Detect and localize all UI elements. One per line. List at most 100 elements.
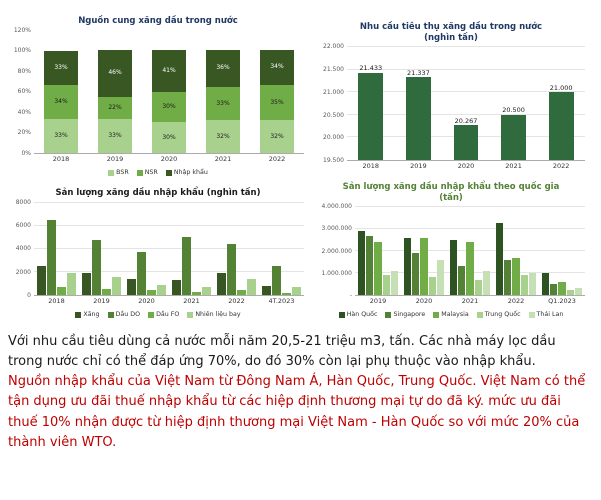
bar: [436, 259, 445, 295]
bar-group: 30% 30% 41%: [142, 31, 196, 153]
y-tick-label: 20%: [17, 129, 31, 137]
bar-segment: 41%: [152, 50, 186, 92]
gridline: [347, 46, 585, 48]
bar: [227, 244, 236, 295]
bar: [558, 281, 566, 295]
bar-wrap: 21.000: [537, 47, 585, 160]
x-axis: 2018 2019 2020 2021 2022: [34, 155, 304, 166]
bar-group: [169, 203, 214, 295]
bar-wrap: 21.433: [347, 47, 395, 160]
x-axis-label: 2022: [268, 155, 286, 163]
bar: [237, 290, 246, 295]
legend-item: Dầu DO: [107, 311, 140, 318]
bars: [355, 207, 585, 295]
bar-value-label: 21.433: [359, 64, 383, 73]
bar-wrap: 21.337: [395, 47, 443, 160]
bar-group: 32% 33% 36%: [196, 31, 250, 153]
bar: [172, 280, 181, 295]
bar: [412, 253, 420, 295]
gridline: [34, 270, 304, 272]
bar: [272, 266, 281, 295]
bar-group: [124, 203, 169, 295]
bar: [520, 275, 528, 295]
y-tick-label: 21.000: [323, 88, 344, 96]
gridline: [34, 201, 304, 203]
bar: [217, 273, 226, 295]
bar-wrap: 20.267: [442, 47, 490, 160]
bar-segment-label: 30%: [162, 103, 176, 111]
x-axis-label: 2020: [415, 297, 433, 305]
bar-group: [259, 203, 304, 295]
bar: [292, 286, 301, 295]
bar: [450, 240, 458, 295]
bar-segment-label: 34%: [270, 63, 284, 71]
chart-title-text: Sản lượng xăng dầu nhập khẩu theo quốc g…: [342, 182, 560, 192]
bar-segment: 46%: [98, 50, 132, 97]
bar: [127, 278, 136, 295]
plot-area: 21.433 21.337 20.267 20.500 21.000: [347, 46, 585, 161]
bar: [420, 237, 428, 295]
legend-swatch: [187, 311, 194, 318]
chart-body: 0 2000 4000 6000 8000: [12, 199, 304, 299]
bar-segment-label: 33%: [54, 63, 68, 71]
chart-title-text: Sản lượng xăng dầu nhập khẩu (nghìn tấn): [55, 188, 261, 198]
bar: [247, 278, 256, 295]
bars: 21.433 21.337 20.267 20.500 21.000: [347, 47, 585, 160]
bar: [474, 279, 482, 295]
bar: [466, 242, 474, 295]
bar-segment-label: 22%: [108, 104, 122, 112]
bar: [496, 222, 504, 295]
bar-segment-label: 41%: [162, 66, 176, 74]
stacked-bar: 33% 34% 33%: [44, 31, 78, 153]
bar-value-label: 21.337: [407, 68, 430, 77]
legend-label: Nhiên liệu bay: [195, 311, 241, 318]
y-tick-label: 4000: [15, 245, 31, 253]
bar: [528, 273, 537, 295]
legend: BSR NSR Nhập khẩu: [12, 169, 304, 176]
bar-group: [493, 207, 539, 295]
bar-segment: 30%: [152, 122, 186, 153]
bars: 33% 34% 33% 33% 22% 46% 30% 30% 41% 32% 33% 36% 32% 3…: [34, 31, 304, 153]
y-tick-label: 0: [27, 292, 31, 299]
y-tick-label: 19.500: [323, 157, 344, 164]
bar-group: 21.000: [537, 47, 585, 160]
bar-segment-label: 35%: [270, 98, 284, 106]
plot-area: 33% 34% 33% 33% 22% 46% 30% 30% 41% 32% 33% 36% 32% 3…: [34, 31, 304, 154]
bar: [404, 237, 412, 295]
chart-subtitle-text: (tấn): [439, 192, 463, 203]
chart-import-volume: Sản lượng xăng dầu nhập khẩu (nghìn tấn)…: [8, 180, 308, 320]
bar-segment-label: 34%: [54, 98, 68, 106]
chart-body: 0% 20% 40% 60% 80% 100% 120% 33% 34% 33% 33% 22% 46…: [12, 27, 304, 157]
legend-label: Malaysia: [441, 311, 469, 318]
bar-segment: 33%: [44, 119, 78, 153]
bar-group: 21.433: [347, 47, 395, 160]
bar-segment-label: 46%: [108, 69, 122, 77]
bar: [512, 257, 520, 295]
bar-group: 20.267: [442, 47, 490, 160]
y-tick-label: 40%: [17, 108, 31, 116]
bar-group: [355, 207, 401, 295]
y-tick-label: 0%: [21, 150, 31, 157]
x-axis-label: Q1.2023: [548, 297, 576, 305]
bar-segment: 32%: [206, 120, 240, 153]
chart-subtitle-text: (nghìn tấn): [424, 32, 478, 43]
legend-item: NSR: [136, 169, 158, 176]
legend-label: Singapore: [393, 311, 426, 318]
bar: [82, 273, 91, 295]
bar: [504, 259, 512, 295]
bar: [458, 266, 466, 295]
chart-title-text: Nhu cầu tiêu thụ xăng dầu trong nước: [359, 22, 543, 32]
bar-segment: 22%: [98, 96, 132, 120]
bar-segment-label: 32%: [216, 132, 230, 140]
bar: [453, 125, 479, 160]
bar-group: [447, 207, 493, 295]
bar: [574, 288, 583, 295]
bar: [358, 72, 384, 160]
legend-item: Trung Quốc: [476, 311, 521, 318]
legend-item: Singapore: [385, 311, 425, 318]
legend-label: BSR: [116, 169, 129, 176]
bar: [390, 270, 399, 295]
legend-item: Hàn Quốc: [338, 311, 377, 318]
chart-title: Nhu cầu tiêu thụ xăng dầu trong nước (ng…: [317, 22, 585, 43]
